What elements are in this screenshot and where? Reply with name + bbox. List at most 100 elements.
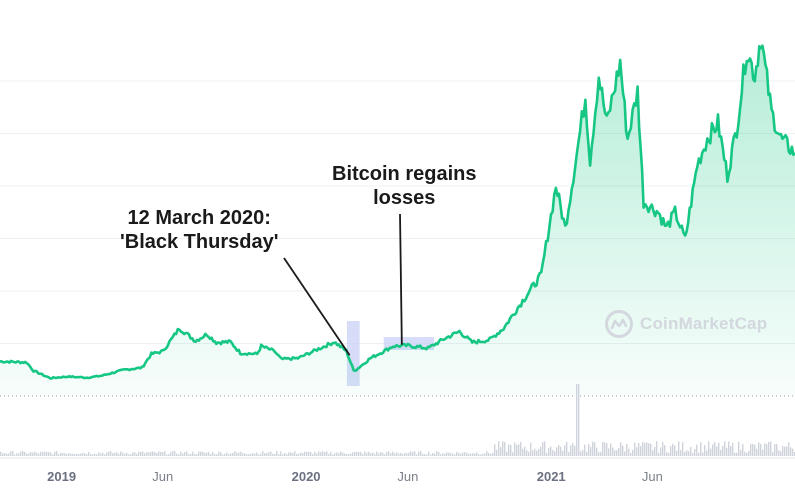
volume-bar (222, 454, 224, 456)
volume-bar (460, 453, 462, 456)
volume-bar (588, 444, 590, 456)
volume-bar (232, 452, 234, 456)
volume-bar (34, 451, 36, 456)
volume-bar (522, 448, 524, 456)
volume-bar (242, 453, 244, 456)
volume-bar (654, 446, 656, 456)
volume-bar (54, 451, 56, 456)
volume-bar (6, 453, 8, 456)
volume-bar (554, 451, 556, 456)
coinmarketcap-watermark: CoinMarketCap (604, 309, 767, 339)
volume-bar (48, 452, 50, 456)
x-tick-label: 2021 (537, 469, 566, 484)
volume-bar (502, 441, 504, 456)
volume-bar (156, 453, 158, 456)
volume-bar (336, 452, 338, 456)
volume-bar (674, 445, 676, 456)
regains-leader (399, 213, 403, 345)
volume-bar (104, 454, 106, 456)
volume-bar (262, 451, 264, 456)
volume-bar (376, 451, 378, 456)
volume-bar (466, 452, 468, 456)
volume-bar (220, 452, 222, 456)
volume-bar (240, 451, 242, 456)
volume-bar (320, 452, 322, 456)
volume-bar (504, 442, 506, 456)
volume-bar (458, 452, 460, 456)
volume-bar (76, 453, 78, 456)
volume-bar (620, 442, 622, 456)
volume-bar (538, 449, 540, 456)
volume-bar (252, 453, 254, 456)
volume-bar (406, 453, 408, 456)
volume-bar (610, 443, 612, 456)
volume-bar (84, 453, 86, 456)
volume-bar (316, 453, 318, 456)
volume-bar (318, 451, 320, 456)
volume-bar (256, 452, 258, 456)
volume-bar (636, 447, 638, 456)
volume-bar (236, 452, 238, 456)
volume-bar (508, 444, 510, 456)
volume-bar (40, 451, 42, 456)
volume-bar (4, 453, 6, 456)
volume-bar (734, 452, 736, 456)
volume-bar (200, 451, 202, 456)
x-tick-label: 2019 (47, 469, 76, 484)
volume-bar (742, 443, 744, 456)
volume-bar (534, 448, 536, 456)
volume-bar (152, 451, 154, 456)
volume-bar (282, 454, 284, 456)
volume-bar (770, 441, 772, 456)
volume-bar (668, 452, 670, 456)
volume-bar (212, 451, 214, 456)
volume-bar (594, 442, 596, 456)
volume-bar (378, 453, 380, 456)
volume-bar (404, 452, 406, 456)
volume-bar (664, 445, 666, 456)
volume-bar (472, 453, 474, 456)
volume-bar (514, 442, 516, 456)
volume-bar (408, 452, 410, 456)
volume-bar (302, 453, 304, 456)
volume-bar (42, 451, 44, 456)
volume-bar (346, 453, 348, 456)
volume-bar (186, 451, 188, 456)
volume-bar (386, 451, 388, 456)
volume-bar (100, 453, 102, 456)
volume-bar (278, 454, 280, 456)
volume-bar (432, 452, 434, 456)
volume-bar (446, 452, 448, 456)
coinmarketcap-logo-icon (605, 310, 633, 338)
volume-bar (744, 451, 746, 456)
volume-bar (552, 450, 554, 456)
volume-bar (402, 453, 404, 456)
volume-bar (334, 453, 336, 456)
volume-bar (438, 451, 440, 456)
volume-bar (444, 453, 446, 456)
volume-bar (700, 442, 702, 456)
volume-bar (340, 451, 342, 456)
volume-bar (230, 453, 232, 456)
volume-bar (608, 448, 610, 456)
volume-bar (8, 453, 10, 456)
volume-bar (270, 451, 272, 456)
volume-bar (422, 453, 424, 456)
volume-bar (388, 451, 390, 456)
volume-bar (566, 441, 568, 456)
annotation-line-2: 'Black Thursday' (120, 231, 279, 253)
volume-bar (286, 454, 288, 456)
volume-bar (650, 443, 652, 456)
volume-bar (174, 451, 176, 456)
black-thursday-leader (283, 257, 351, 356)
volume-bar (214, 453, 216, 456)
volume-bar (394, 453, 396, 456)
volume-bar (46, 451, 48, 456)
annotation-line-2: losses (373, 187, 436, 209)
x-axis-ticks: 2019 Jun 2020 Jun 2021 Jun (47, 469, 663, 484)
volume-bar (382, 452, 384, 456)
volume-bar (294, 451, 296, 456)
volume-bar (128, 454, 130, 456)
volume-bar (634, 442, 636, 456)
volume-bar (366, 452, 368, 456)
